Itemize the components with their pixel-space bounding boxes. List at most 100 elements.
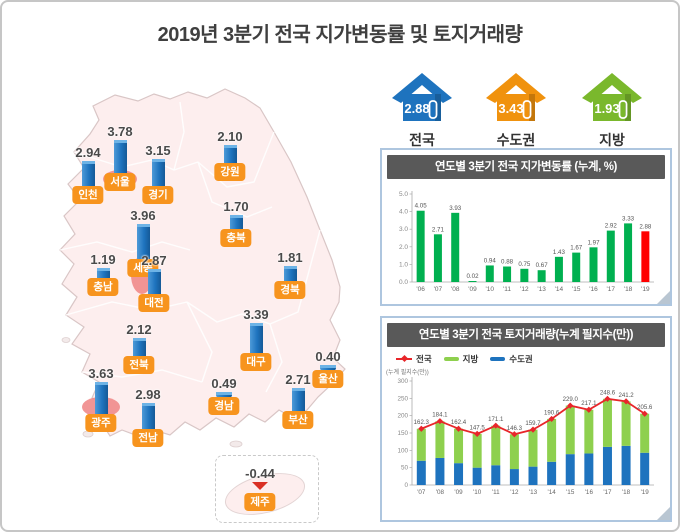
regional-bar-'09 (454, 428, 464, 464)
axis-caption: (누계 필지수(만)) (386, 368, 429, 376)
region-value-jeju: -0.44 (245, 466, 275, 481)
regional-bar-'17 (602, 398, 612, 447)
y-tick-label: 3.0 (399, 226, 408, 233)
region-value-busan: 2.71 (285, 372, 311, 387)
region-bar-chungbuk (229, 215, 243, 230)
x-tick-label: '08 (451, 286, 460, 293)
bar-'08 (451, 212, 460, 282)
x-tick-label: '06 (416, 286, 425, 293)
legend-label: 수도권 (509, 353, 533, 364)
house-door (522, 100, 532, 119)
house-side-shade (435, 94, 441, 121)
capital-bar-'17 (602, 446, 612, 485)
x-tick-label: '14 (548, 489, 557, 496)
bar-value-label: 0.75 (518, 261, 531, 268)
bar-value-label: 4.05 (415, 203, 428, 210)
regional-bar-'15 (565, 405, 575, 455)
regional-bar-'10 (472, 433, 482, 468)
house-door (618, 100, 628, 119)
regional-bar-'08 (435, 421, 445, 458)
summary-house-regional: 1.93 지방 (574, 70, 650, 150)
y-tick-label: 1.0 (399, 261, 408, 268)
summary-house-national: 2.88 전국 (384, 70, 460, 150)
capital-bar-'09 (454, 463, 464, 485)
bar-value-label: 0.67 (536, 262, 549, 269)
total-value-label: 146.3 (507, 425, 523, 432)
legend-item-지방: 지방 (443, 353, 478, 365)
bar-'11 (503, 266, 512, 282)
y-tick-label: 50 (401, 465, 409, 472)
bar-'18 (624, 223, 633, 282)
capital-bar-'14 (547, 461, 557, 485)
region-value-gyeonggi: 3.15 (145, 143, 171, 158)
x-tick-label: '18 (622, 489, 631, 496)
legend-label: 전국 (416, 353, 432, 364)
summary-value-national: 2.88 (404, 101, 429, 116)
legend-item-수도권: 수도권 (490, 353, 533, 365)
page-title: 2019년 3분기 전국 지가변동률 및 토지거래량 (157, 24, 523, 46)
region-bar-incheon (81, 161, 95, 187)
region-label-chungbuk: 충북 (220, 229, 252, 247)
regional-bar-'11 (491, 425, 501, 466)
landprice-chart-panel: 연도별 3분기 전국 지가변동률 (누계, %) 0.0 1.0 2.0 3.0 4.0… (380, 148, 672, 306)
region-label-jeonnam: 전남 (132, 429, 164, 447)
region-bar-gyeonggi (151, 159, 165, 187)
bar-'16 (589, 247, 598, 282)
bar-value-label: 1.97 (587, 239, 600, 246)
total-value-label: 162.4 (451, 419, 467, 426)
bar-value-label: 3.93 (449, 205, 462, 212)
house-body (497, 94, 535, 121)
x-tick-label: '09 (468, 286, 477, 293)
regional-bar-'16 (584, 409, 594, 454)
x-tick-label: '19 (641, 286, 650, 293)
house-body (403, 94, 441, 121)
summary-label-regional: 지방 (599, 132, 625, 148)
landprice-bar-chart: 0.0 1.0 2.0 3.0 4.0 5.0 4.05 '06 2.71 '07 3.93 '08 0… (399, 191, 654, 293)
house-side-shade (529, 94, 535, 121)
region-label-daegu: 대구 (240, 353, 272, 371)
legend-diamond-marker (400, 354, 408, 362)
region-value-jeonbuk: 2.12 (126, 322, 152, 337)
regional-bar-'19 (640, 413, 650, 453)
bar-'17 (606, 230, 615, 282)
region-value-chungnam: 1.19 (90, 252, 116, 267)
bar-value-label: 1.43 (553, 249, 566, 256)
region-bar-jeonbuk (132, 338, 146, 357)
y-tick-label: 4.0 (399, 209, 408, 216)
x-tick-label: '14 (555, 286, 564, 293)
y-tick-label: 0.0 (399, 279, 408, 286)
bar-'13 (537, 270, 546, 282)
bar-'09 (468, 281, 477, 282)
region-label-busan: 부산 (282, 411, 314, 429)
bar-value-label: 2.92 (605, 223, 618, 230)
total-value-label: 190.6 (544, 409, 560, 416)
capital-bar-'19 (640, 452, 650, 485)
region-value-gyeongnam: 0.49 (211, 376, 237, 391)
region-label-ulsan: 울산 (312, 370, 344, 388)
legend-bar-marker (490, 356, 506, 361)
region-value-gangwon: 2.10 (217, 129, 243, 144)
x-tick-label: '16 (589, 286, 598, 293)
bar-'12 (520, 268, 529, 282)
y-tick-label: 200 (397, 413, 408, 420)
legend-bar-marker (443, 356, 459, 361)
total-value-label: 241.2 (618, 392, 634, 399)
total-value-label: 171.1 (488, 416, 504, 423)
house-side-shade (625, 94, 631, 121)
bar-value-label: 2.88 (639, 223, 652, 230)
bar-value-label: 0.94 (484, 257, 497, 264)
bar-'10 (485, 265, 494, 282)
region-bar-gyeongnam (216, 392, 232, 398)
x-tick-label: '17 (607, 286, 616, 293)
region-bar-jeonnam (141, 403, 155, 430)
region-value-ulsan: 0.40 (315, 349, 341, 364)
region-bar-daejeon (147, 269, 161, 295)
region-label-jeonbuk: 전북 (123, 356, 155, 374)
region-label-gyeongnam: 경남 (208, 397, 240, 415)
y-tick-label: 300 (397, 378, 408, 385)
bar-'06 (416, 210, 425, 282)
house-icon-regional: 1.93 (582, 73, 642, 121)
capital-bar-'12 (509, 469, 519, 485)
negative-arrow-icon (252, 482, 268, 490)
